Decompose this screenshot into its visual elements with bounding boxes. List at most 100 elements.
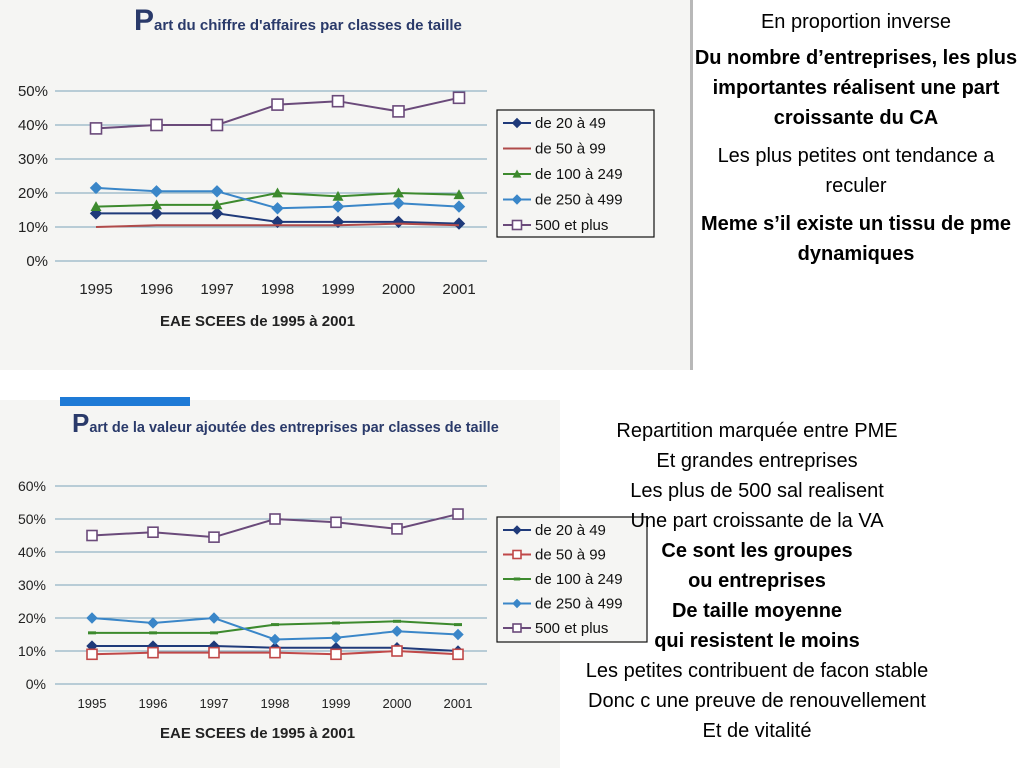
series-line — [95, 222, 460, 228]
data-point — [452, 91, 466, 105]
vertical-divider — [690, 0, 693, 370]
data-point — [330, 516, 342, 529]
data-point — [330, 632, 342, 644]
data-point — [210, 185, 224, 198]
chart-title: Part du chiffre d'affaires par classes d… — [134, 4, 462, 37]
y-tick-label: 30% — [18, 151, 48, 168]
x-tick-label: 1996 — [140, 281, 173, 298]
data-point — [271, 623, 279, 627]
comment-bold: qui resistent le moins — [654, 630, 860, 652]
title-rest: art de la valeur ajoutée des entreprises… — [89, 420, 498, 436]
legend: de 20 à 49 de 50 à 99 de 100 à 249 de 250 à… — [496, 516, 648, 643]
line-chart: Part de la valeur ajoutée des entreprise… — [18, 408, 648, 742]
data-point — [269, 633, 281, 646]
data-point — [512, 598, 522, 609]
data-point — [271, 98, 284, 111]
comment-line: En proportion inverse — [760, 11, 952, 33]
chart-source: EAE SCEES de 1995 à 2001 — [160, 313, 355, 330]
x-tick-label: 1999 — [321, 281, 354, 298]
y-tick-label: 50% — [18, 511, 46, 527]
data-point — [331, 94, 345, 108]
chart-title: Part de la valeur ajoutée des entreprise… — [72, 408, 499, 438]
y-tick-label: 0% — [26, 676, 46, 692]
data-point — [393, 619, 401, 623]
data-point — [391, 625, 403, 637]
x-tick-label: 2001 — [444, 696, 473, 711]
data-point — [208, 612, 220, 624]
data-point — [512, 549, 522, 560]
comment-bold: De taille moyenne — [671, 600, 843, 622]
comment-bold: Meme s’il existe un tissu de pme dynamiq… — [700, 213, 1012, 265]
comment-line: Et grandes entreprises — [656, 450, 858, 472]
data-point — [269, 646, 281, 659]
data-point — [90, 201, 102, 211]
x-tick-label: 1997 — [200, 281, 233, 298]
x-tick-label: 1997 — [200, 696, 229, 711]
data-point — [512, 169, 522, 178]
data-point — [86, 648, 98, 661]
data-point — [331, 200, 345, 213]
data-point — [89, 181, 103, 195]
chart-source: EAE SCEES de 1995 à 2001 — [160, 725, 355, 742]
x-tick-label: 1996 — [139, 696, 168, 711]
data-point — [391, 645, 403, 657]
data-point — [271, 202, 284, 215]
data-point — [208, 531, 220, 543]
data-point — [272, 187, 283, 198]
data-point — [391, 523, 403, 535]
legend-label: de 20 à 49 — [535, 522, 606, 539]
x-tick-label: 1995 — [79, 281, 112, 298]
legend-label: de 250 à 499 — [535, 596, 623, 613]
x-tick-label: 2000 — [382, 281, 415, 298]
y-tick-label: 50% — [18, 83, 48, 100]
legend-label: de 20 à 49 — [535, 115, 606, 132]
data-point — [208, 646, 220, 659]
comment-line: Les plus de 500 sal realisent — [630, 480, 884, 502]
data-point — [147, 526, 159, 539]
comment-bold: Ce sont les groupes — [661, 540, 853, 562]
line-chart: Part du chiffre d'affaires par classes d… — [18, 4, 655, 330]
legend-label: de 50 à 99 — [535, 141, 606, 158]
data-point — [392, 215, 405, 229]
x-tick-label: 2000 — [383, 696, 412, 711]
legend-label: de 100 à 249 — [535, 571, 623, 588]
data-point — [211, 199, 223, 210]
data-point — [452, 200, 466, 213]
data-point — [150, 118, 163, 132]
legend-label: 500 et plus — [535, 620, 608, 637]
data-point — [332, 190, 344, 201]
comment-line: Les petites contribuent de facon stable — [585, 660, 929, 682]
comment-line: Donc c une preuve de renouvellement — [588, 690, 926, 712]
data-point — [86, 529, 98, 542]
data-point — [210, 118, 224, 132]
data-point — [393, 187, 404, 198]
x-tick-label: 1995 — [78, 696, 107, 711]
data-point — [89, 122, 103, 135]
x-tick-label: 1999 — [322, 696, 351, 711]
legend: de 20 à 49 de 50 à 99 de 100 à 249 de 250 à… — [496, 109, 655, 238]
title-rest: art du chiffre d'affaires par classes de… — [154, 17, 462, 34]
data-point — [147, 617, 159, 629]
y-tick-label: 10% — [18, 643, 46, 659]
data-point — [453, 189, 465, 200]
title-initial: P — [134, 4, 154, 37]
data-point — [332, 621, 340, 625]
data-point — [452, 508, 464, 520]
data-point — [452, 628, 464, 641]
bottom-commentary: Repartition marquée entre PME Et grandes… — [530, 416, 984, 746]
data-point — [511, 194, 523, 205]
y-tick-label: 40% — [18, 117, 48, 134]
data-point — [512, 623, 522, 633]
data-point — [149, 631, 157, 635]
y-tick-label: 20% — [18, 610, 46, 626]
data-point — [511, 117, 523, 129]
data-point — [269, 513, 281, 525]
right-commentary: En proportion inverse Du nombre d’entrep… — [693, 7, 1019, 269]
data-point — [513, 577, 521, 581]
y-tick-label: 60% — [18, 478, 46, 494]
y-tick-label: 20% — [18, 185, 48, 202]
legend-label: 500 et plus — [535, 217, 608, 234]
data-point — [86, 612, 98, 624]
data-point — [210, 631, 218, 635]
